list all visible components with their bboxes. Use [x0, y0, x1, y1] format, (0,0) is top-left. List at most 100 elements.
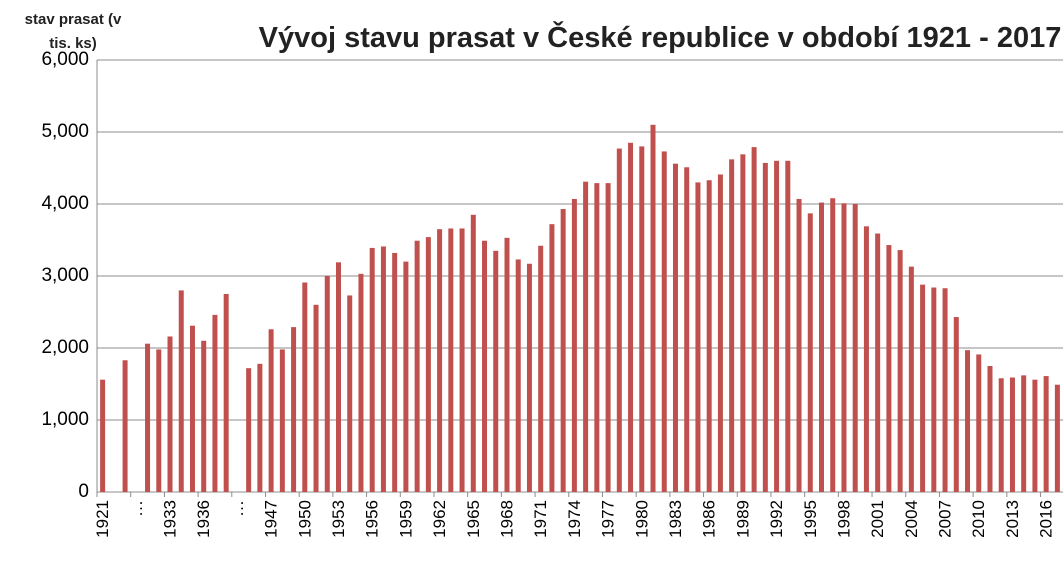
x-tick-label: 1971: [531, 500, 550, 538]
bar: [841, 203, 847, 492]
x-tick-label: 1953: [329, 500, 348, 538]
bar: [751, 147, 757, 492]
bar: [987, 366, 993, 492]
x-tick-label: 1983: [666, 500, 685, 538]
x-tick-label: 2004: [902, 500, 921, 538]
x-tick-label: 1962: [430, 500, 449, 538]
bar: [324, 276, 330, 492]
y-tick-label: 0: [78, 481, 89, 502]
bar: [526, 263, 532, 492]
bar: [875, 233, 881, 492]
bar: [414, 240, 420, 492]
x-tick-label: …: [127, 500, 146, 517]
x-tick-label: 1974: [565, 500, 584, 538]
bar: [189, 325, 195, 492]
bar: [313, 304, 319, 492]
x-tick-label: …: [228, 500, 247, 517]
bar: [470, 214, 476, 493]
bar: [908, 266, 914, 492]
x-tick-label: 1995: [801, 500, 820, 538]
bar: [560, 209, 566, 493]
bar: [425, 237, 431, 492]
bar: [336, 262, 341, 492]
bar: [482, 240, 488, 492]
bar: [167, 336, 173, 492]
y-tick-label: 4,000: [41, 193, 89, 214]
x-tick-label: 2010: [969, 500, 988, 538]
bar: [448, 228, 454, 493]
y-tick-label: 2,000: [41, 337, 89, 358]
bar: [740, 154, 746, 492]
bar: [100, 379, 106, 492]
y-tick-label: 1,000: [41, 409, 89, 430]
bar: [965, 350, 971, 492]
bar: [515, 259, 521, 492]
bar: [819, 202, 824, 492]
bar: [279, 349, 285, 492]
x-tick-label: 1998: [834, 500, 853, 538]
bar: [380, 246, 386, 492]
bar: [369, 247, 375, 492]
bar: [549, 224, 555, 492]
bar: [942, 288, 948, 492]
bar: [639, 146, 645, 492]
x-tick-label: 1977: [599, 500, 618, 538]
bar: [201, 340, 207, 492]
x-tick-label: 1956: [363, 500, 382, 538]
bar: [650, 124, 656, 493]
x-tick-label: 1968: [497, 500, 516, 538]
bar: [1032, 379, 1038, 492]
bar: [223, 294, 229, 492]
x-tick-label: 1989: [733, 500, 752, 538]
bar: [493, 250, 499, 492]
bar: [268, 329, 274, 492]
x-tick-label: 1950: [295, 500, 314, 538]
bar: [145, 343, 151, 492]
bar: [931, 287, 937, 492]
bar: [583, 181, 589, 492]
bar: [998, 378, 1004, 492]
x-tick-label: 1980: [632, 500, 651, 538]
bar: [762, 162, 768, 492]
bar: [156, 349, 162, 492]
bar: [212, 314, 218, 492]
bar: [628, 142, 634, 493]
x-tick-label: 1992: [767, 500, 786, 538]
bar: [1043, 376, 1049, 492]
x-tick-label: 1986: [700, 500, 719, 538]
y-tick-label: 6,000: [41, 49, 89, 70]
bar: [459, 228, 465, 493]
x-tick-label: 1947: [262, 500, 281, 538]
x-tick-label: 2016: [1037, 500, 1056, 538]
bar: [774, 160, 780, 493]
bar: [684, 167, 690, 492]
bar: [302, 282, 308, 492]
bar: [661, 151, 667, 492]
x-tick-label: 1921: [93, 500, 112, 538]
bar: [807, 213, 813, 493]
bar: [976, 354, 982, 492]
bar: [672, 163, 678, 492]
bar: [830, 198, 836, 493]
bar: [605, 183, 611, 492]
bar: [122, 360, 128, 492]
bar: [347, 295, 353, 492]
y-tick-label: 5,000: [41, 121, 89, 142]
chart-title: Vývoj stavu prasat v České republice v o…: [258, 22, 1062, 54]
x-tick-label: 1959: [396, 500, 415, 538]
bar: [897, 250, 903, 492]
bar: [594, 183, 600, 492]
bar: [246, 368, 252, 492]
bar: [504, 237, 510, 492]
x-tick-label: 1936: [194, 500, 213, 538]
bar: [717, 174, 723, 493]
bar: [437, 229, 443, 492]
bar: [920, 284, 926, 492]
bar: [291, 327, 297, 492]
bar: [178, 290, 184, 492]
bar: [695, 182, 701, 492]
bar: [796, 198, 802, 492]
bar: [1021, 375, 1027, 492]
